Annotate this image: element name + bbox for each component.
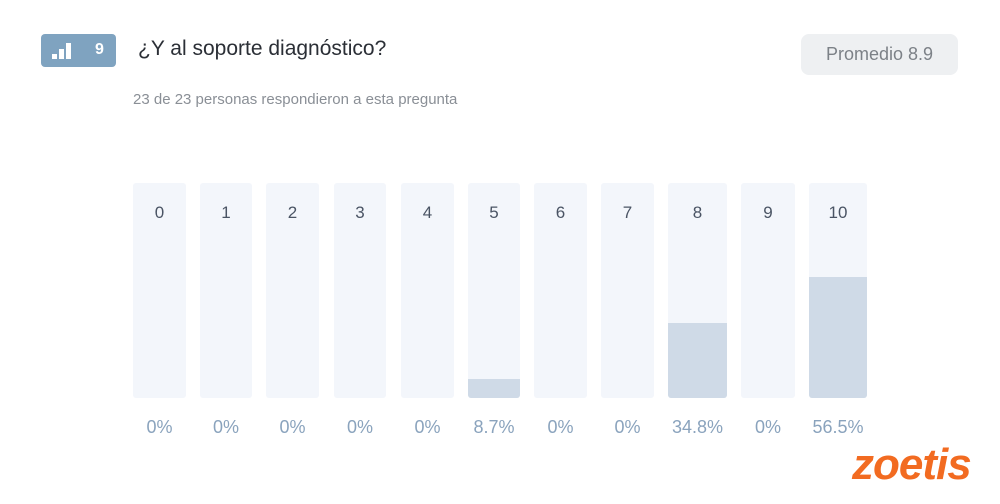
response-count: 23 de 23 personas respondieron a esta pr… <box>133 91 458 108</box>
bar-fill <box>468 379 520 398</box>
bar-column-4: 4 <box>401 183 454 398</box>
bar-percent-label: 0% <box>346 417 373 437</box>
bar-percent-label: 34.8% <box>671 417 724 437</box>
bar-column-2: 2 <box>266 183 319 398</box>
bar-column-7: 7 <box>601 183 654 398</box>
bar-percent-label: 56.5% <box>812 417 864 437</box>
bar-column-3: 3 <box>334 183 386 398</box>
bar-category-label: 10 <box>828 203 848 222</box>
bar-category-label: 0 <box>154 203 165 222</box>
bar-percent-label: 0% <box>547 417 574 437</box>
bar-percent-label: 0% <box>212 417 239 437</box>
bar-fill <box>668 323 727 398</box>
question-type-badge: 9 <box>41 34 116 67</box>
bar-column-1: 1 <box>200 183 252 398</box>
bar-column-10: 10 <box>809 183 867 398</box>
bar-percent-label: 8.7% <box>473 417 515 437</box>
bar-category-label: 6 <box>555 203 566 222</box>
bar-category-label: 5 <box>489 203 499 222</box>
zoetis-logo: zoetis <box>852 440 972 489</box>
bar-percent-label: 0% <box>279 417 306 437</box>
bar-category-label: 9 <box>763 203 773 222</box>
question-title: ¿Y al soporte diagnóstico? <box>138 37 387 60</box>
bar-percent-label: 0% <box>414 417 441 437</box>
bar-category-label: 4 <box>422 203 433 222</box>
bar-percent-label: 0% <box>754 417 781 437</box>
bar-percent-label: 0% <box>146 417 173 437</box>
bar-category-label: 7 <box>622 203 633 222</box>
bar-category-label: 3 <box>355 203 365 222</box>
average-badge: Promedio 8.9 <box>801 34 958 75</box>
bar-column-9: 9 <box>741 183 795 398</box>
bar-column-5: 5 <box>468 183 520 398</box>
bar-chart-icon <box>52 43 71 59</box>
bar-category-label: 8 <box>692 203 703 222</box>
bar-column-6: 6 <box>534 183 587 398</box>
bar-fill <box>809 276 867 398</box>
bar-category-label: 2 <box>287 203 298 222</box>
bar-category-label: 1 <box>221 203 231 222</box>
bar-percent-label: 0% <box>614 417 641 437</box>
question-number: 9 <box>95 41 104 58</box>
bar-column-0: 0 <box>133 183 186 398</box>
bar-column-8: 8 <box>668 183 727 398</box>
